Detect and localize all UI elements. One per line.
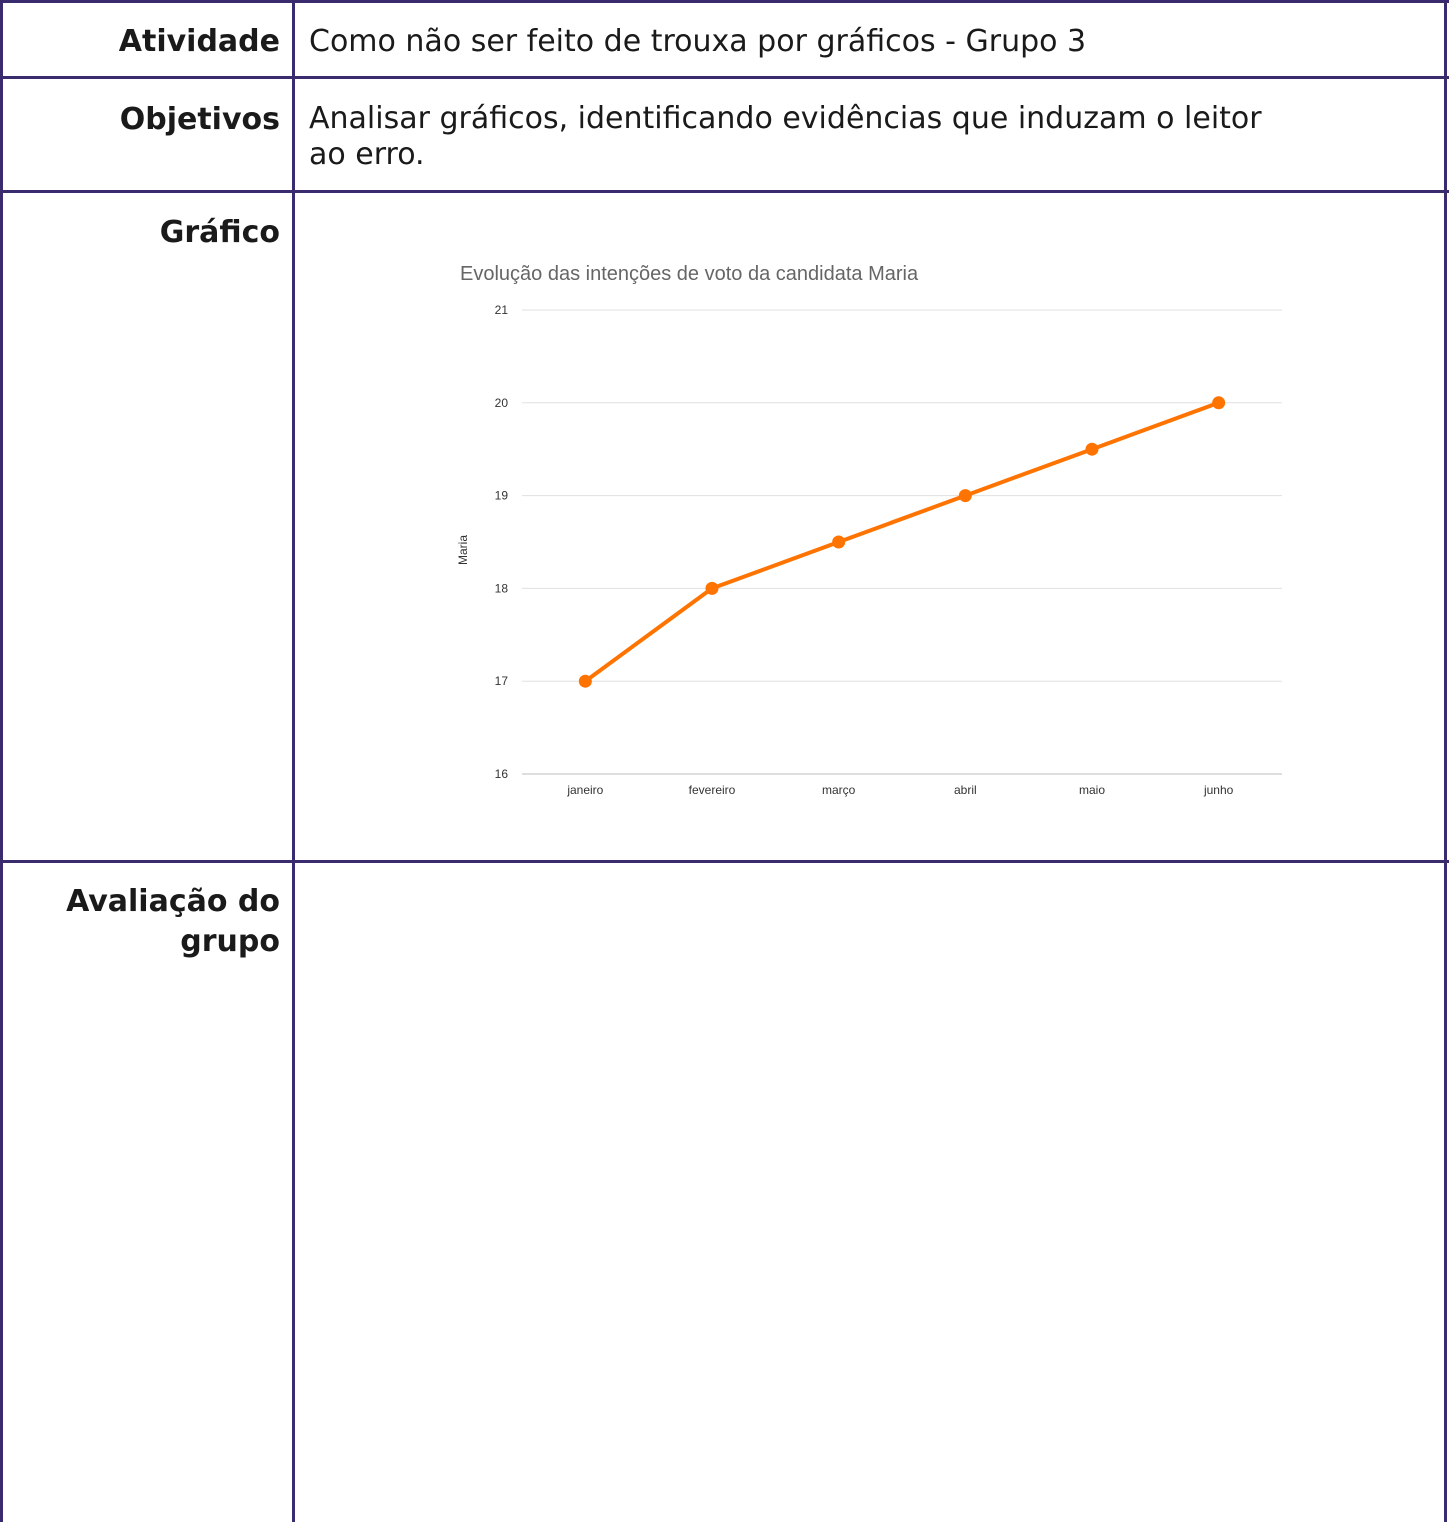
table-border-right [1444, 0, 1447, 1522]
x-axis-ticks: janeiro fevereiro março abril maio junho [566, 783, 1233, 797]
objetivos-label: Objetivos [119, 102, 280, 137]
y-tick-label: 17 [495, 674, 509, 688]
objetivos-value: Analisar gráficos, identificando evidênc… [309, 101, 1349, 173]
x-tick-label: março [822, 783, 856, 797]
y-axis-title: Maria [456, 535, 470, 565]
atividade-label: Atividade [118, 24, 280, 59]
avaliacao-label-line-1: Avaliação do [66, 884, 280, 919]
x-tick-label: junho [1203, 783, 1234, 797]
x-tick-label: maio [1079, 783, 1105, 797]
y-axis-ticks: 16 17 18 19 20 21 [495, 303, 509, 781]
x-tick-label: abril [954, 783, 977, 797]
data-point [958, 489, 972, 503]
data-point [832, 535, 846, 549]
row-divider-1 [0, 76, 1449, 79]
row-divider-3 [0, 860, 1449, 863]
series-line [583, 400, 1221, 684]
y-tick-label: 21 [495, 303, 509, 317]
avaliacao-answer-area[interactable] [309, 882, 1349, 1502]
line-chart: Evolução das intenções de voto da candid… [440, 248, 1300, 818]
y-tick-label: 19 [495, 489, 509, 503]
y-tick-label: 18 [495, 581, 509, 595]
grafico-label: Gráfico [159, 215, 280, 250]
x-tick-label: fevereiro [689, 783, 736, 797]
avaliacao-label: Avaliação do grupo [36, 882, 280, 962]
chart-title: Evolução das intenções de voto da candid… [460, 263, 919, 285]
objetivos-value-line-2: ao erro. [309, 137, 425, 172]
data-point [578, 674, 592, 688]
column-divider [292, 0, 295, 1522]
avaliacao-label-line-2: grupo [180, 924, 280, 959]
line-chart-svg: Evolução das intenções de voto da candid… [456, 263, 1282, 797]
y-tick-label: 16 [495, 767, 509, 781]
atividade-value: Como não ser feito de trouxa por gráfico… [309, 24, 1087, 59]
objetivos-value-line-1: Analisar gráficos, identificando evidênc… [309, 101, 1262, 136]
chart-gridlines [522, 309, 1282, 775]
data-point [705, 581, 719, 595]
y-tick-label: 20 [495, 396, 509, 410]
data-point [1085, 442, 1099, 456]
table-border-left [0, 0, 3, 1522]
chart-series [578, 396, 1226, 688]
row-divider-2 [0, 190, 1449, 193]
data-point [1212, 396, 1226, 410]
x-tick-label: janeiro [566, 783, 603, 797]
table-border-top [0, 0, 1449, 3]
